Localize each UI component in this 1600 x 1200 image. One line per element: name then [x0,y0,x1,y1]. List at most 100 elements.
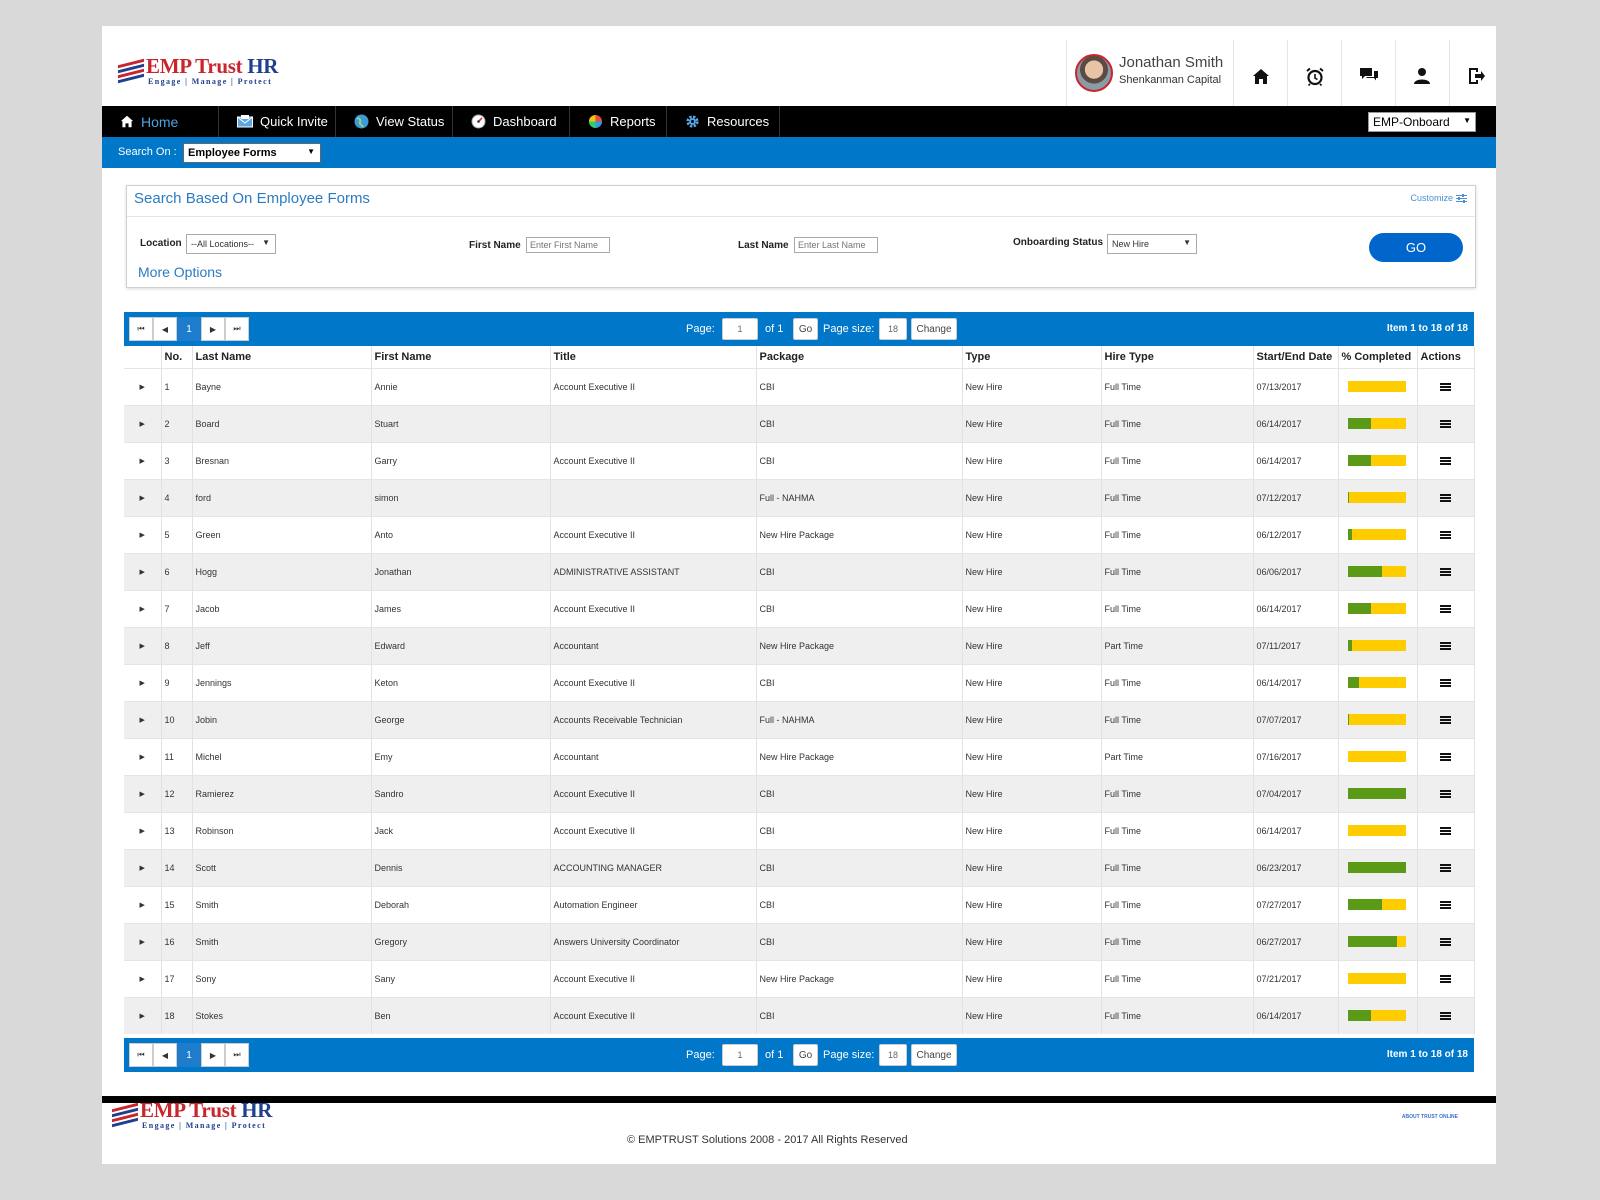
about-link[interactable]: ABOUT TRUST ONLINE [1401,1114,1458,1120]
table-row[interactable]: ▶ 18 Stokes Ben Account Executive II CBI New H… [124,996,1475,1034]
module-select[interactable]: EMP-Onboard ▼ [1368,112,1476,132]
prev-page-icon[interactable]: ◀ [153,317,177,341]
page-number-button[interactable]: 1 [177,1043,201,1067]
actions-cell[interactable] [1417,996,1475,1034]
expand-row-icon[interactable]: ▶ [124,552,162,590]
menu-icon[interactable] [1440,568,1451,577]
expand-row-icon[interactable]: ▶ [124,774,162,812]
expand-row-icon[interactable]: ▶ [124,626,162,664]
go-button[interactable]: GO [1369,233,1463,262]
actions-cell[interactable] [1417,367,1475,405]
table-row[interactable]: ▶ 10 Jobin George Accounts Receivable Techni… [124,700,1475,738]
actions-cell[interactable] [1417,848,1475,886]
page-size-change-button[interactable]: Change [911,1044,957,1066]
actions-cell[interactable] [1417,774,1475,812]
actions-cell[interactable] [1417,959,1475,997]
search-on-select[interactable]: Employee Forms ▼ [183,143,321,163]
user-icon[interactable] [1396,40,1450,112]
menu-icon[interactable] [1440,383,1451,392]
menu-icon[interactable] [1440,494,1451,503]
table-row[interactable]: ▶ 8 Jeff Edward Accountant New Hire Package Ne… [124,626,1475,664]
expand-row-icon[interactable]: ▶ [124,700,162,738]
page-size-input[interactable]: 18 [879,318,907,340]
actions-cell[interactable] [1417,515,1475,553]
menu-icon[interactable] [1440,901,1451,910]
first-page-icon[interactable]: ⏮ [129,1043,153,1067]
menu-icon[interactable] [1440,753,1451,762]
actions-cell[interactable] [1417,404,1475,442]
table-row[interactable]: ▶ 15 Smith Deborah Automation Engineer CBI New… [124,885,1475,923]
alarm-clock-icon[interactable] [1288,40,1342,112]
customize-link[interactable]: Customize [1410,193,1467,203]
menu-icon[interactable] [1440,679,1451,688]
first-name-input[interactable] [526,237,610,253]
menu-icon[interactable] [1440,975,1451,984]
nav-quick-invite[interactable]: Quick Invite [219,106,336,137]
logout-icon[interactable] [1450,40,1504,112]
table-row[interactable]: ▶ 14 Scott Dennis ACCOUNTING MANAGER CBI New H… [124,848,1475,886]
menu-icon[interactable] [1440,642,1451,651]
expand-row-icon[interactable]: ▶ [124,589,162,627]
page-number-button[interactable]: 1 [177,317,201,341]
page-size-input[interactable]: 18 [879,1044,907,1066]
expand-row-icon[interactable]: ▶ [124,441,162,479]
expand-row-icon[interactable]: ▶ [124,848,162,886]
prev-page-icon[interactable]: ◀ [153,1043,177,1067]
nav-dashboard[interactable]: Dashboard [453,106,570,137]
column-header[interactable]: Start/End Date [1253,346,1339,368]
column-header[interactable]: Hire Type [1101,346,1254,368]
location-select[interactable]: --All Locations-- ▼ [186,234,276,254]
onboarding-status-select[interactable]: New Hire ▼ [1107,234,1197,254]
actions-cell[interactable] [1417,626,1475,664]
column-header[interactable]: Type [962,346,1102,368]
actions-cell[interactable] [1417,737,1475,775]
nav-reports[interactable]: Reports [570,106,667,137]
nav-view-status[interactable]: View Status [336,106,453,137]
next-page-icon[interactable]: ▶ [201,1043,225,1067]
table-row[interactable]: ▶ 6 Hogg Jonathan ADMINISTRATIVE ASSISTANT CB… [124,552,1475,590]
page-size-change-button[interactable]: Change [911,318,957,340]
next-page-icon[interactable]: ▶ [201,317,225,341]
table-row[interactable]: ▶ 13 Robinson Jack Account Executive II CBI Ne… [124,811,1475,849]
table-row[interactable]: ▶ 7 Jacob James Account Executive II CBI New H… [124,589,1475,627]
page-go-button[interactable]: Go [793,1044,818,1066]
actions-cell[interactable] [1417,885,1475,923]
table-row[interactable]: ▶ 16 Smith Gregory Answers University Coordi… [124,922,1475,960]
expand-row-icon[interactable]: ▶ [124,404,162,442]
table-row[interactable]: ▶ 12 Ramierez Sandro Account Executive II CBI… [124,774,1475,812]
column-header[interactable]: % Completed [1338,346,1418,368]
more-options-link[interactable]: More Options [138,264,223,280]
menu-icon[interactable] [1440,864,1451,873]
menu-icon[interactable] [1440,1012,1451,1021]
expand-row-icon[interactable]: ▶ [124,811,162,849]
table-row[interactable]: ▶ 1 Bayne Annie Account Executive II CBI New H… [124,367,1475,405]
actions-cell[interactable] [1417,441,1475,479]
actions-cell[interactable] [1417,589,1475,627]
first-page-icon[interactable]: ⏮ [129,317,153,341]
column-header[interactable]: Title [550,346,757,368]
table-row[interactable]: ▶ 4 ford simon Full - NAHMA New Hire Full Time… [124,478,1475,516]
expand-row-icon[interactable]: ▶ [124,737,162,775]
table-row[interactable]: ▶ 5 Green Anto Account Executive II New Hire … [124,515,1475,553]
page-input[interactable]: 1 [722,1044,758,1066]
last-page-icon[interactable]: ⏭ [225,317,249,341]
column-header[interactable]: Last Name [192,346,372,368]
column-header[interactable]: No. [161,346,193,368]
menu-icon[interactable] [1440,790,1451,799]
menu-icon[interactable] [1440,716,1451,725]
expand-row-icon[interactable]: ▶ [124,367,162,405]
expand-row-icon[interactable]: ▶ [124,663,162,701]
table-row[interactable]: ▶ 17 Sony Sany Account Executive II New Hire … [124,959,1475,997]
brand-logo[interactable]: EMP Trust HR Engage | Manage | Protect [118,54,288,86]
actions-cell[interactable] [1417,552,1475,590]
actions-cell[interactable] [1417,922,1475,960]
expand-row-icon[interactable]: ▶ [124,922,162,960]
table-row[interactable]: ▶ 3 Bresnan Garry Account Executive II CBI New… [124,441,1475,479]
page-go-button[interactable]: Go [793,318,818,340]
menu-icon[interactable] [1440,827,1451,836]
actions-cell[interactable] [1417,478,1475,516]
table-row[interactable]: ▶ 11 Michel Emy Accountant New Hire Package Ne… [124,737,1475,775]
table-row[interactable]: ▶ 2 Board Stuart CBI New Hire Full Time 06/14/2… [124,404,1475,442]
menu-icon[interactable] [1440,605,1451,614]
actions-cell[interactable] [1417,811,1475,849]
